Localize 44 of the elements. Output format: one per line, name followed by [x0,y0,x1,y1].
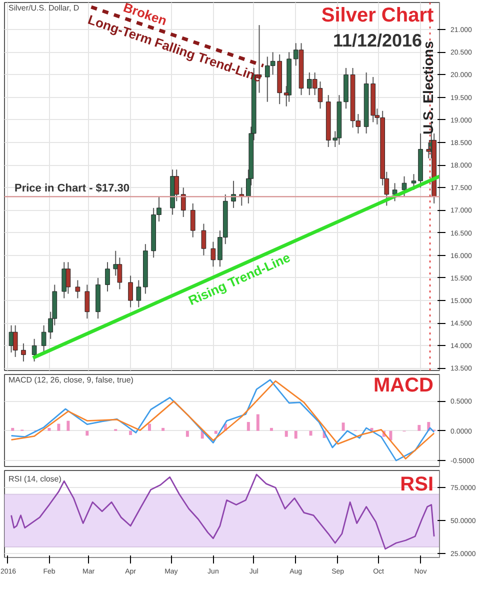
bar [246,422,250,431]
bar [66,420,70,431]
candlestick [201,223,206,256]
candlestick [66,262,71,294]
candlestick [21,342,26,362]
ref-line-label: Price in Chart - $17.30 [14,182,130,195]
bar [48,428,51,431]
bar [148,424,151,431]
candlestick [75,280,80,299]
bar [294,430,298,439]
bar [389,430,392,440]
bar [129,430,132,436]
candlestick [210,241,216,268]
candlestick [105,262,110,292]
candlestick [84,284,90,320]
ref-line-label: U.S. Elections [420,40,436,134]
bar [256,414,260,431]
bar [270,428,273,431]
bar [418,424,421,431]
candlestick [12,324,18,358]
candlestick [411,174,416,190]
annotation: MACD (12, 26, close, 9, false, true) [8,376,134,384]
candlestick [128,275,133,308]
text: 11/12/2016 [332,30,422,50]
bar [57,424,60,431]
candlestick [32,338,37,362]
chart-title: Silver Chart [321,4,434,26]
annotation: Silver/U.S. Dollar, D [8,4,80,12]
candlestick [136,280,142,308]
line-series [10,474,435,550]
annotation: RSI (14, close) [8,474,62,484]
chart-title: RSI [400,474,434,496]
candlestick [392,182,398,202]
bar [214,430,218,434]
bar [86,430,89,436]
bar [342,422,345,431]
chart-title: MACD [374,374,434,396]
bar [309,430,312,436]
bar [162,428,165,431]
bar [186,430,189,437]
candlestick [190,202,196,238]
candlestick [180,187,186,218]
bar [11,428,14,431]
bar [284,430,288,437]
